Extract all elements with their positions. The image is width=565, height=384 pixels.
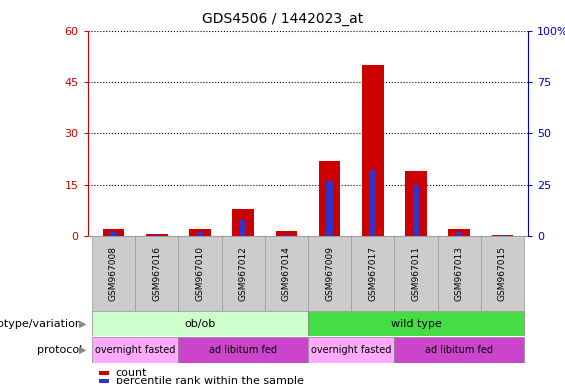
Bar xyxy=(362,65,384,236)
Bar xyxy=(154,235,160,236)
Bar xyxy=(308,311,524,336)
Bar xyxy=(308,236,351,311)
Bar xyxy=(437,236,481,311)
Text: overnight fasted: overnight fasted xyxy=(95,345,175,355)
Bar xyxy=(92,236,135,311)
Text: ▶: ▶ xyxy=(79,318,86,329)
Bar xyxy=(308,337,394,363)
Text: ad libitum fed: ad libitum fed xyxy=(425,345,493,355)
Text: count: count xyxy=(116,368,147,378)
Text: GSM967015: GSM967015 xyxy=(498,246,507,301)
Text: GSM967011: GSM967011 xyxy=(411,246,420,301)
Bar xyxy=(276,231,297,236)
Bar xyxy=(240,220,246,236)
Bar xyxy=(197,232,203,236)
Bar xyxy=(370,170,376,236)
Text: GSM967012: GSM967012 xyxy=(238,246,247,301)
Text: GSM967008: GSM967008 xyxy=(109,246,118,301)
Text: GSM967009: GSM967009 xyxy=(325,246,334,301)
Bar xyxy=(179,236,221,311)
Bar xyxy=(146,235,167,236)
Bar xyxy=(103,229,124,236)
Bar xyxy=(327,181,333,236)
Bar xyxy=(492,235,513,236)
Text: protocol: protocol xyxy=(37,345,82,355)
Bar xyxy=(179,337,308,363)
Bar xyxy=(92,337,179,363)
Bar xyxy=(283,235,289,236)
Bar xyxy=(456,232,462,236)
Text: GSM967013: GSM967013 xyxy=(455,246,464,301)
Text: wild type: wild type xyxy=(390,318,441,329)
Bar xyxy=(232,209,254,236)
Bar xyxy=(319,161,340,236)
Bar xyxy=(405,171,427,236)
Text: GSM967017: GSM967017 xyxy=(368,246,377,301)
Bar xyxy=(265,236,308,311)
Text: genotype/variation: genotype/variation xyxy=(0,318,82,329)
Text: GSM967014: GSM967014 xyxy=(282,246,291,301)
Bar xyxy=(449,229,470,236)
Bar xyxy=(499,235,506,236)
Text: percentile rank within the sample: percentile rank within the sample xyxy=(116,376,304,384)
Bar xyxy=(110,232,117,236)
Text: ob/ob: ob/ob xyxy=(184,318,215,329)
Text: GDS4506 / 1442023_at: GDS4506 / 1442023_at xyxy=(202,12,363,25)
Text: ▶: ▶ xyxy=(79,345,86,355)
Bar xyxy=(92,311,308,336)
Bar xyxy=(394,236,437,311)
Text: GSM967010: GSM967010 xyxy=(195,246,205,301)
Bar xyxy=(481,236,524,311)
Bar xyxy=(135,236,179,311)
Text: ad libitum fed: ad libitum fed xyxy=(209,345,277,355)
Bar xyxy=(412,185,419,236)
Bar xyxy=(351,236,394,311)
Text: GSM967016: GSM967016 xyxy=(152,246,161,301)
Bar xyxy=(189,229,211,236)
Bar xyxy=(394,337,524,363)
Bar xyxy=(221,236,265,311)
Text: overnight fasted: overnight fasted xyxy=(311,345,392,355)
